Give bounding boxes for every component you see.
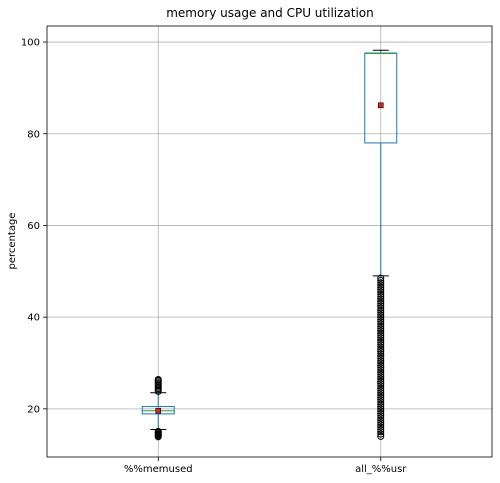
y-tick-label: 100 <box>21 38 40 49</box>
outlier-point <box>377 425 385 433</box>
outlier-point <box>377 407 385 415</box>
y-tick-label: 80 <box>27 129 40 140</box>
grid-lines <box>47 26 492 457</box>
outlier-point <box>377 288 385 296</box>
x-tick-label: %%memused <box>124 464 193 475</box>
outlier-point <box>377 416 385 424</box>
outlier-point <box>377 336 385 344</box>
outlier-point <box>377 343 385 351</box>
outlier-point <box>377 428 385 436</box>
outlier-point <box>377 302 385 310</box>
mean-marker <box>377 102 384 109</box>
outlier-point <box>377 419 385 427</box>
outlier-point <box>377 350 385 358</box>
outlier-point <box>377 320 385 328</box>
outlier-point <box>377 380 385 388</box>
outlier-point <box>377 393 385 401</box>
outlier-point <box>377 306 385 314</box>
outlier-point <box>377 391 385 399</box>
outlier-point <box>377 361 385 369</box>
outlier-point <box>377 389 385 397</box>
outlier-point <box>377 279 385 287</box>
box-1 <box>364 49 398 440</box>
outlier-point <box>377 368 385 376</box>
outlier-point <box>377 318 385 326</box>
outlier-point <box>377 412 385 420</box>
outlier-point <box>377 334 385 342</box>
outlier-point <box>377 377 385 385</box>
outlier-point <box>377 354 385 362</box>
outlier-point <box>377 327 385 335</box>
outlier-point <box>377 283 385 291</box>
outlier-point <box>377 387 385 395</box>
outlier-point <box>377 309 385 317</box>
x-tick-label: all_%%usr <box>355 464 407 475</box>
outlier-point <box>377 357 385 365</box>
outlier-point <box>154 427 162 435</box>
outlier-point <box>377 421 385 429</box>
y-axis-label: percentage <box>7 213 18 270</box>
outlier-point <box>377 405 385 413</box>
outlier-point <box>377 384 385 392</box>
axes: 20 40 60 80 100 %%memused all_%%usr <box>21 38 407 475</box>
outlier-point <box>377 400 385 408</box>
outlier-point <box>377 293 385 301</box>
outlier-point <box>377 423 385 431</box>
outlier-point <box>377 338 385 346</box>
mean-marker <box>155 407 162 414</box>
outlier-point <box>377 299 385 307</box>
outlier-point <box>377 276 385 284</box>
outlier-point <box>377 325 385 333</box>
outlier-point <box>377 341 385 349</box>
outlier-point <box>377 322 385 330</box>
outlier-point <box>154 376 162 384</box>
boxes <box>141 49 398 441</box>
outlier-point <box>377 430 385 438</box>
outlier-point <box>377 375 385 383</box>
outlier-point <box>377 359 385 367</box>
outlier-point <box>377 364 385 372</box>
outlier-point <box>377 297 385 305</box>
outlier-point <box>377 398 385 406</box>
plot-frame <box>46 25 493 458</box>
outlier-point <box>377 329 385 337</box>
y-tick-label: 20 <box>27 404 40 415</box>
outlier-point <box>377 331 385 339</box>
outlier-point <box>377 396 385 404</box>
outlier-point <box>377 281 385 289</box>
outlier-point <box>377 409 385 417</box>
outlier-point <box>377 295 385 303</box>
outlier-point <box>377 370 385 378</box>
outlier-point <box>377 382 385 390</box>
outlier-point <box>377 414 385 422</box>
outlier-point <box>377 345 385 353</box>
y-tick-label: 60 <box>27 221 40 232</box>
outlier-point <box>377 403 385 411</box>
outlier-point <box>377 290 385 298</box>
chart-title: memory usage and CPU utilization <box>166 6 374 20</box>
outlier-point <box>377 366 385 374</box>
box-0 <box>141 376 175 441</box>
outlier-point <box>377 348 385 356</box>
y-tick-label: 40 <box>27 313 40 324</box>
outlier-point <box>377 311 385 319</box>
outlier-point <box>377 313 385 321</box>
outlier-point <box>377 304 385 312</box>
outlier-point <box>377 315 385 323</box>
outlier-point <box>377 352 385 360</box>
outlier-point <box>377 286 385 294</box>
outlier-point <box>377 432 385 440</box>
outlier-point <box>377 274 385 282</box>
outlier-point <box>377 373 385 381</box>
